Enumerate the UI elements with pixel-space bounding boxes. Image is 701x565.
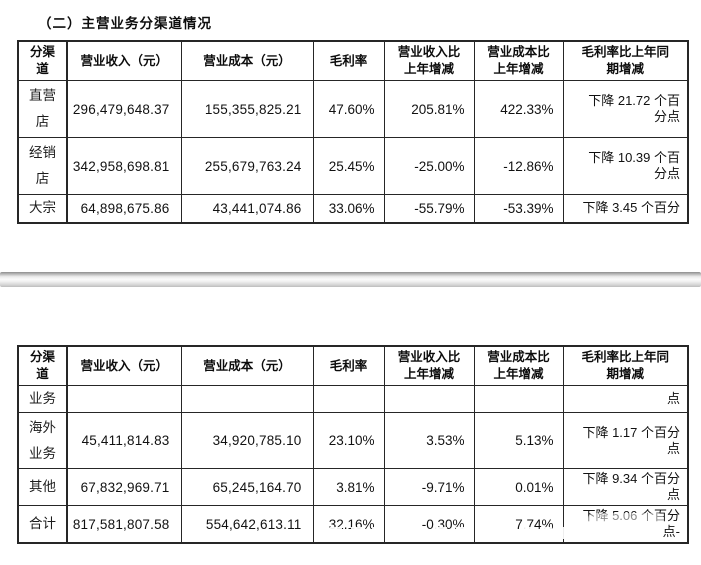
column-header-margin: 毛利率	[312, 345, 385, 386]
cell-cost: 43,441,074.86	[180, 194, 314, 223]
cell-cost-yoy: 422.33%	[473, 80, 564, 138]
cell-margin: 32.16%	[312, 505, 385, 544]
cell-revenue: 296,479,648.37	[66, 80, 182, 138]
cell-revenue-yoy: 205.81%	[383, 80, 475, 138]
cell-margin: 23.10%	[312, 412, 385, 469]
cell-margin-yoy: 下降 10.39 个百 分点	[562, 137, 689, 195]
column-header-revenue-yoy: 营业收入比 上年增减	[383, 345, 475, 386]
column-header-revenue: 营业收入（元）	[66, 40, 182, 81]
cell-channel: 合计	[17, 505, 68, 544]
table-row: 其他 67,832,969.71 65,245,164.70 3.81% -9.…	[17, 468, 689, 506]
cell-margin-yoy: 下降 3.45 个百分	[562, 194, 689, 223]
cell-cost-yoy: 5.13%	[473, 412, 564, 469]
table-header-row: 分渠 道 营业收入（元） 营业成本（元） 毛利率 营业收入比 上年增减 营业成本…	[17, 40, 689, 81]
cell-margin-yoy: 下降 9.34 个百分 点	[562, 468, 689, 506]
cell-channel: 其他	[17, 468, 68, 506]
cell-margin: 33.06%	[312, 194, 385, 223]
column-header-revenue: 营业收入（元）	[66, 345, 182, 386]
cell-cost-yoy: -12.86%	[473, 137, 564, 195]
cell-channel: 经销 店	[17, 137, 68, 195]
cell-revenue-yoy	[383, 385, 475, 413]
cell-revenue	[66, 385, 182, 413]
table-row: 经销 店 342,958,698.81 255,679,763.24 25.45…	[17, 137, 689, 195]
cell-margin: 47.60%	[312, 80, 385, 138]
cell-cost: 155,355,825.21	[180, 80, 314, 138]
column-header-cost: 营业成本（元）	[180, 345, 314, 386]
column-header-margin-yoy: 毛利率比上年同 期增减	[562, 40, 689, 81]
table-row: 海外 业务 45,411,814.83 34,920,785.10 23.10%…	[17, 412, 689, 469]
table-row: 业务 点	[17, 385, 689, 413]
cell-margin	[312, 385, 385, 413]
cell-cost-yoy: 7.74%	[473, 505, 564, 544]
cell-margin-yoy: 下降 1.17 个百分 点	[562, 412, 689, 469]
cell-revenue: 45,411,814.83	[66, 412, 182, 469]
column-header-cost: 营业成本（元）	[180, 40, 314, 81]
channel-table-page1: 分渠 道 营业收入（元） 营业成本（元） 毛利率 营业收入比 上年增减 营业成本…	[17, 40, 689, 224]
column-header-cost-yoy: 营业成本比 上年增减	[473, 40, 564, 81]
table-header-row: 分渠 道 营业收入（元） 营业成本（元） 毛利率 营业收入比 上年增减 营业成本…	[17, 345, 689, 386]
cell-margin-yoy: 点	[562, 385, 689, 413]
cell-revenue: 67,832,969.71	[66, 468, 182, 506]
cell-channel: 大宗	[17, 194, 68, 223]
cell-channel: 业务	[17, 385, 68, 413]
column-header-channel: 分渠 道	[17, 345, 68, 386]
cell-revenue-yoy: -9.71%	[383, 468, 475, 506]
cell-revenue-yoy: -0.30%	[383, 505, 475, 544]
cell-margin-yoy: 下降 5.06 个百分 点-	[562, 505, 689, 544]
cell-revenue: 64,898,675.86	[66, 194, 182, 223]
cell-revenue: 817,581,807.58	[66, 505, 182, 544]
channel-table-page2: 分渠 道 营业收入（元） 营业成本（元） 毛利率 营业收入比 上年增减 营业成本…	[17, 345, 689, 544]
cell-cost	[180, 385, 314, 413]
cell-cost-yoy: 0.01%	[473, 468, 564, 506]
section-title: （二）主营业务分渠道情况	[38, 16, 212, 31]
cell-cost: 255,679,763.24	[180, 137, 314, 195]
cell-revenue: 342,958,698.81	[66, 137, 182, 195]
column-header-margin: 毛利率	[312, 40, 385, 81]
page-break-separator	[0, 272, 701, 287]
cell-cost-yoy: -53.39%	[473, 194, 564, 223]
cell-revenue-yoy: -55.79%	[383, 194, 475, 223]
cell-channel: 海外 业务	[17, 412, 68, 469]
cell-cost: 34,920,785.10	[180, 412, 314, 469]
cell-cost: 65,245,164.70	[180, 468, 314, 506]
table-row: 合计 817,581,807.58 554,642,613.11 32.16% …	[17, 505, 689, 544]
table-row: 大宗 64,898,675.86 43,441,074.86 33.06% -5…	[17, 194, 689, 223]
column-header-channel: 分渠 道	[17, 40, 68, 81]
column-header-revenue-yoy: 营业收入比 上年增减	[383, 40, 475, 81]
table-row: 直营 店 296,479,648.37 155,355,825.21 47.60…	[17, 80, 689, 138]
cell-revenue-yoy: 3.53%	[383, 412, 475, 469]
cell-revenue-yoy: -25.00%	[383, 137, 475, 195]
cell-channel: 直营 店	[17, 80, 68, 138]
column-header-margin-yoy: 毛利率比上年同 期增减	[562, 345, 689, 386]
column-header-cost-yoy: 营业成本比 上年增减	[473, 345, 564, 386]
cell-margin: 3.81%	[312, 468, 385, 506]
cell-cost: 554,642,613.11	[180, 505, 314, 544]
cell-margin: 25.45%	[312, 137, 385, 195]
cell-cost-yoy	[473, 385, 564, 413]
cell-margin-yoy: 下降 21.72 个百 分点	[562, 80, 689, 138]
